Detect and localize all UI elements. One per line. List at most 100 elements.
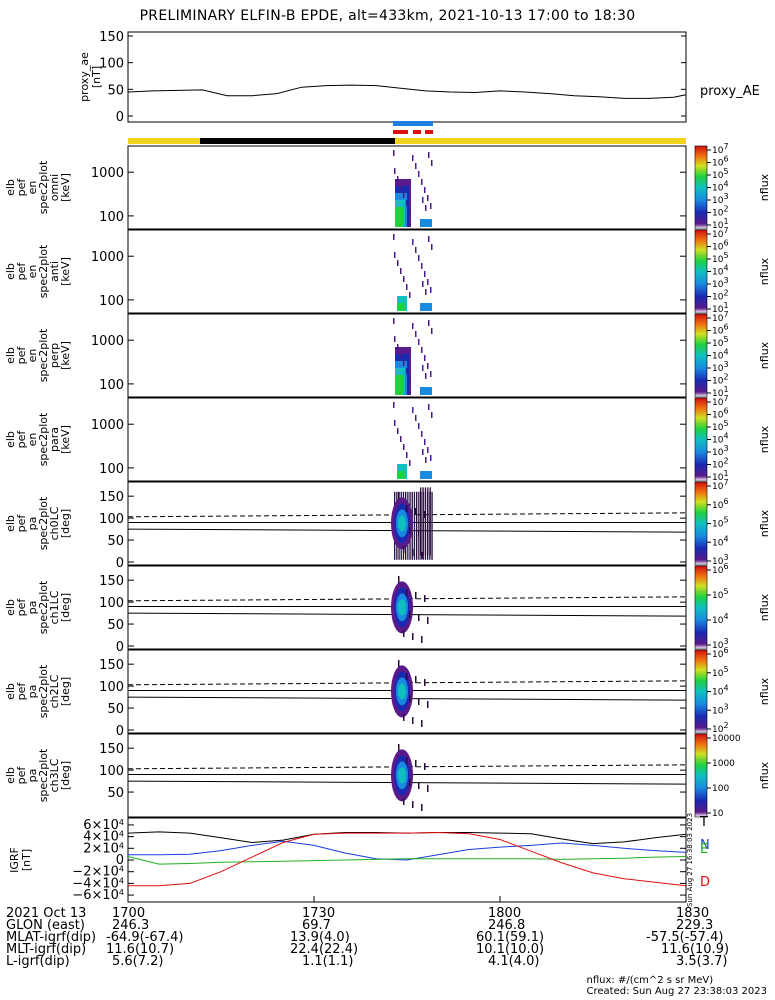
colorbar-label: nflux — [758, 761, 771, 789]
spectrogram-speck — [397, 176, 399, 182]
y-tick-label: −6×104 — [72, 888, 124, 903]
spectrogram-speck — [421, 804, 423, 811]
y-tick-label: 1000 — [91, 418, 124, 433]
y-tick-label: 4×104 — [83, 830, 124, 845]
spectrogram-speck — [412, 155, 414, 161]
ephemeris-row: 2021 Oct 13 1700 1730 1800 1830 — [6, 907, 766, 920]
units-note: nflux: #/(cm^2 s sr MeV) — [586, 975, 714, 986]
status-bar-segment — [425, 130, 433, 134]
y-axis-label: perp — [48, 343, 61, 368]
ephemeris-label: GLON (east) — [6, 918, 85, 933]
y-axis-label: pef — [15, 262, 28, 281]
y-tick-label: 150 — [99, 30, 124, 45]
spectrogram-speck — [425, 289, 427, 295]
spectrogram-speck — [427, 447, 429, 453]
spectrogram-burst — [420, 471, 432, 479]
axes-frame — [127, 145, 687, 230]
spectrogram-speck — [425, 373, 427, 379]
y-axis-label: [keV] — [59, 425, 72, 454]
y-axis-label: para — [48, 427, 61, 452]
spectrogram-burst — [397, 303, 405, 311]
spectrogram-speck — [412, 801, 414, 808]
spectrogram-speck — [412, 549, 414, 556]
spectrogram-burst — [398, 599, 406, 616]
spectrogram-speck — [427, 785, 429, 792]
colorbar — [694, 481, 708, 566]
spectrogram-speck — [409, 376, 411, 382]
spectrogram-speck — [415, 163, 417, 169]
series-line — [128, 840, 687, 861]
colorbar — [694, 313, 708, 398]
y-axis-label: [nT] — [90, 66, 103, 88]
y-axis-label: [nT] — [20, 849, 33, 871]
spectrogram-speck — [400, 268, 402, 274]
y-tick-label: 2×104 — [83, 841, 124, 856]
spectrogram-speck — [412, 239, 414, 245]
colorbar-label: nflux — [758, 173, 771, 201]
y-axis-label: pef — [15, 430, 28, 449]
y-axis-label: en — [26, 181, 39, 195]
spectrogram-burst — [420, 303, 432, 311]
spectrogram-speck — [418, 530, 420, 537]
ephemeris-value: -64.9(-67.4) — [106, 930, 184, 945]
y-tick-label: 0 — [116, 724, 124, 739]
spectrogram-speck — [418, 782, 420, 789]
spectrogram-speck — [421, 263, 423, 269]
spectrogram-speck — [428, 152, 430, 158]
spectrogram-speck — [415, 676, 417, 683]
axes-frame — [127, 565, 687, 650]
ephemeris-row: MLT-igrf(dip) 11.6(10.7) 22.4(22.4) 10.1… — [6, 942, 766, 957]
spectrogram-speck — [398, 660, 400, 667]
spectrogram-speck — [403, 192, 405, 198]
spectrogram-burst — [398, 515, 406, 532]
spectrogram-speck — [418, 255, 420, 261]
ephemeris-row: MLAT-igrf(dip) -64.9(-67.4) 13.9(4.0) 60… — [6, 930, 766, 945]
colorbar-tick-label: 10000 — [712, 734, 741, 744]
spectrogram-burst — [398, 767, 406, 784]
colorbar-tick-label: 105 — [712, 665, 729, 679]
y-axis-label: [deg] — [59, 509, 72, 538]
created-note: Created: Sun Aug 27 23:38:03 2023 — [586, 986, 767, 997]
status-bar-segment — [395, 138, 686, 144]
axes-frame — [127, 31, 687, 123]
colorbar-tick-label: 104 — [712, 534, 729, 548]
y-axis-label: ch3LC — [48, 758, 61, 792]
spectrogram-speck — [412, 633, 414, 640]
spectrogram-speck — [424, 439, 426, 445]
ephemeris-label: MLT-igrf(dip) — [6, 942, 87, 957]
spectrogram-speck — [406, 284, 408, 290]
ephemeris-row: L-igrf(dip) 5.6(7.2) 1.1(1.1) 4.1(4.0) 3… — [6, 954, 766, 969]
spectrogram-speck — [427, 533, 429, 540]
spectrogram-speck — [415, 592, 417, 599]
spectrogram-speck — [415, 247, 417, 253]
spectrogram-speck — [422, 281, 424, 287]
status-bar-segment — [393, 130, 408, 134]
spectrogram-speck — [427, 363, 429, 369]
y-axis-label: elb — [4, 515, 17, 532]
y-axis-label: elb — [4, 767, 17, 784]
y-axis-label: elb — [4, 683, 17, 700]
colorbar-label: nflux — [758, 677, 771, 705]
y-tick-label: 100 — [99, 596, 124, 611]
y-axis-label: omni — [48, 174, 61, 201]
spectrogram-speck — [427, 701, 429, 708]
colorbar — [694, 565, 708, 650]
spectrogram-speck — [397, 344, 399, 350]
spectrogram-speck — [415, 415, 417, 421]
ephemeris-value: 4.1(4.0) — [488, 954, 540, 969]
side-timestamp: Sun Aug 27 16:38:03 2023 — [686, 813, 694, 907]
spectrogram-speck — [397, 260, 399, 266]
y-tick-label: 50 — [107, 618, 124, 633]
spectrogram-speck — [394, 420, 396, 426]
spectrogram-speck — [393, 402, 395, 408]
spectrogram-speck — [418, 614, 420, 621]
y-axis-label: elb — [4, 431, 17, 448]
y-axis-label: pef — [15, 598, 28, 617]
spectrogram-speck — [397, 428, 399, 434]
ephemeris-row: GLON (east) 246.3 69.7 246.8 229.3 — [6, 918, 766, 933]
y-axis-label: ch2LC — [48, 674, 61, 708]
y-axis-label: spec2plot — [37, 748, 50, 802]
axes-frame — [127, 733, 687, 818]
colorbar-tick-label: 103 — [712, 702, 729, 716]
spectrogram-speck — [425, 457, 427, 463]
